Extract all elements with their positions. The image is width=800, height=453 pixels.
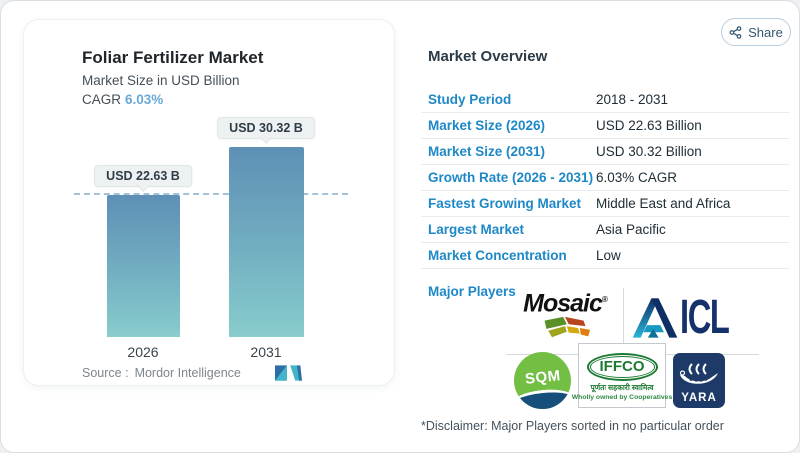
- table-row: Market Concentration Low: [421, 243, 789, 269]
- share-icon: [729, 25, 742, 39]
- row-label: Market Concentration: [428, 248, 567, 263]
- yara-logo-text: YARA: [681, 392, 717, 404]
- table-row: Study Period 2018 - 2031: [421, 87, 789, 113]
- iffco-logo: IFFCO पूर्णतः सहकारी स्वामित्व Wholly ow…: [572, 343, 672, 408]
- bar-value-label-2026: USD 22.63 B: [94, 165, 192, 188]
- cagr-value: 6.03%: [125, 92, 164, 107]
- cagr-label: CAGR: [82, 92, 122, 107]
- source-row: Source : Mordor Intelligence: [82, 366, 241, 380]
- table-row: Market Size (2031) USD 30.32 Billion: [421, 139, 789, 165]
- major-players-logos: Mosaic® ICL: [506, 286, 761, 411]
- iffco-logo-text: IFFCO: [599, 357, 645, 375]
- mordor-intelligence-logo-icon: [275, 364, 302, 387]
- market-chart-card: Foliar Fertilizer Market Market Size in …: [23, 19, 395, 386]
- mosaic-logo-text: Mosaic®: [523, 289, 608, 318]
- table-row: Fastest Growing Market Middle East and A…: [421, 191, 789, 217]
- x-axis-label-2031: 2031: [250, 344, 282, 360]
- icl-logo: ICL: [630, 288, 760, 348]
- mosaic-logo: Mosaic®: [512, 288, 618, 350]
- cagr-row: CAGR 6.03%: [82, 92, 163, 107]
- table-row: Growth Rate (2026 - 2031) 6.03% CAGR: [421, 165, 789, 191]
- iffco-hindi-text: पूर्णतः सहकारी स्वामित्व: [590, 382, 654, 392]
- row-value: USD 30.32 Billion: [596, 144, 702, 159]
- row-value: 2018 - 2031: [596, 92, 669, 107]
- sqm-logo: SQM: [514, 352, 571, 409]
- major-players-label: Major Players: [428, 284, 516, 299]
- table-row: Largest Market Asia Pacific: [421, 217, 789, 243]
- bar-value-label-2031: USD 30.32 B: [217, 117, 315, 139]
- row-label: Fastest Growing Market: [428, 196, 582, 211]
- x-axis-label-2026: 2026: [127, 344, 159, 360]
- chart-subtitle: Market Size in USD Billion: [82, 73, 240, 88]
- row-value: Low: [596, 248, 621, 263]
- table-row: Market Size (2026) USD 22.63 Billion: [421, 113, 789, 139]
- share-button-label: Share: [748, 24, 783, 40]
- mosaic-tiles-icon: [544, 317, 591, 338]
- yara-ship-icon: [679, 363, 718, 384]
- row-label: Growth Rate (2026 - 2031): [428, 170, 594, 185]
- row-value: USD 22.63 Billion: [596, 118, 702, 133]
- share-button[interactable]: Share: [721, 18, 791, 46]
- sqm-swoosh-icon: [514, 386, 571, 409]
- row-label: Largest Market: [428, 222, 525, 237]
- bar-2031[interactable]: [229, 147, 304, 337]
- iffco-tagline: Wholly owned by Cooperatives: [571, 393, 673, 401]
- row-label: Market Size (2031): [428, 144, 546, 159]
- overview-heading: Market Overview: [428, 48, 548, 65]
- source-label: Source :: [82, 366, 129, 380]
- overview-table: Study Period 2018 - 2031 Market Size (20…: [421, 87, 789, 269]
- bar-2026[interactable]: [107, 195, 180, 337]
- icl-triangle-icon: [632, 298, 678, 338]
- row-value: 6.03% CAGR: [596, 170, 678, 185]
- row-label: Market Size (2026): [428, 118, 546, 133]
- yara-logo: YARA: [673, 353, 725, 408]
- row-value: Asia Pacific: [596, 222, 666, 237]
- disclaimer-text: *Disclaimer: Major Players sorted in no …: [421, 419, 724, 433]
- chart-title: Foliar Fertilizer Market: [82, 48, 264, 67]
- logo-divider-vertical: [623, 288, 624, 344]
- row-value: Middle East and Africa: [596, 196, 731, 211]
- icl-logo-text: ICL: [680, 291, 730, 344]
- reference-dashed-line: [74, 193, 348, 196]
- row-label: Study Period: [428, 92, 512, 107]
- sqm-logo-text: SQM: [523, 367, 562, 388]
- source-value: Mordor Intelligence: [134, 366, 241, 380]
